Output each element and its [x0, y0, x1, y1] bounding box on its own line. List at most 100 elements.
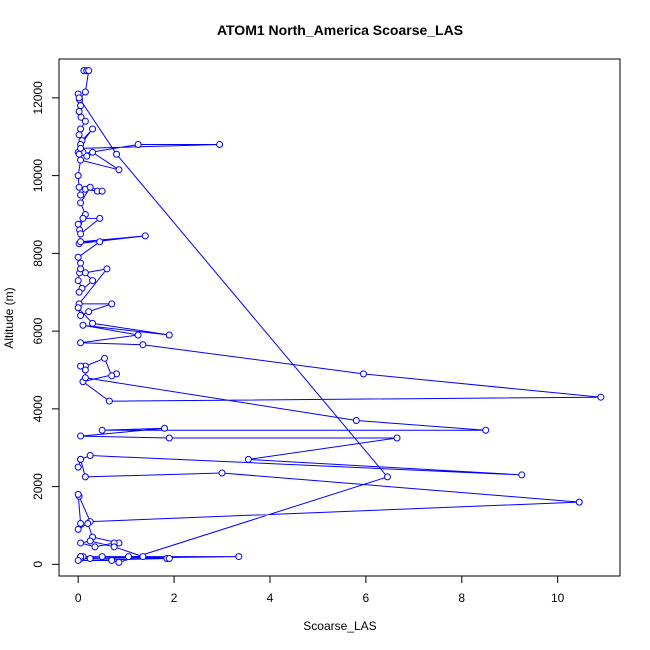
- data-point: [74, 253, 82, 261]
- data-point: [165, 434, 173, 442]
- data-point: [77, 362, 85, 370]
- data-point: [75, 107, 83, 115]
- y-tick-label: 6000: [31, 317, 45, 344]
- data-point: [74, 525, 82, 533]
- data-point: [77, 199, 85, 207]
- data-point: [89, 148, 97, 156]
- data-point: [96, 214, 104, 222]
- data-point: [108, 556, 116, 564]
- data-point: [115, 166, 123, 174]
- x-tick-label: 4: [267, 591, 274, 605]
- data-point: [165, 331, 173, 339]
- y-tick-label: 12000: [31, 81, 45, 115]
- data-point: [86, 537, 94, 545]
- data-point: [75, 150, 83, 158]
- data-point: [244, 455, 252, 463]
- data-point: [77, 156, 85, 164]
- data-point: [383, 473, 391, 481]
- data-point: [218, 469, 226, 477]
- data-point: [77, 259, 85, 267]
- data-point: [81, 269, 89, 277]
- data-point: [84, 520, 92, 528]
- data-point: [77, 230, 85, 238]
- data-point: [86, 555, 94, 563]
- data-point: [216, 141, 224, 149]
- data-point: [75, 94, 83, 102]
- data-point: [75, 131, 83, 139]
- data-point: [125, 553, 133, 561]
- data-point: [77, 238, 85, 246]
- data-point: [98, 187, 106, 195]
- data-point: [160, 424, 168, 432]
- series-line: [77, 70, 601, 563]
- y-tick-label: 8000: [31, 240, 45, 267]
- y-tick-label: 4000: [31, 395, 45, 422]
- data-point: [597, 393, 605, 401]
- data-point: [115, 558, 123, 566]
- data-point: [101, 354, 109, 362]
- data-point: [74, 490, 82, 498]
- y-axis-label: Altitude (m): [2, 287, 16, 348]
- data-point: [575, 498, 583, 506]
- data-point: [393, 434, 401, 442]
- data-point: [77, 520, 85, 528]
- x-tick-label: 0: [75, 591, 82, 605]
- data-point: [77, 339, 85, 347]
- data-point: [359, 370, 367, 378]
- data-point: [86, 451, 94, 459]
- data-point: [81, 88, 89, 96]
- x-tick-label: 10: [551, 591, 565, 605]
- data-point: [75, 288, 83, 296]
- x-tick-label: 6: [363, 591, 370, 605]
- data-point: [74, 220, 82, 228]
- data-point: [81, 366, 89, 374]
- data-point: [165, 555, 173, 563]
- data-point: [139, 553, 147, 561]
- data-point: [108, 372, 116, 380]
- data-point: [89, 277, 97, 285]
- data-point: [113, 150, 121, 158]
- data-point: [105, 397, 113, 405]
- data-point: [98, 553, 106, 561]
- data-point: [139, 341, 147, 349]
- data-point: [89, 125, 97, 133]
- data-point: [77, 125, 85, 133]
- data-point: [134, 141, 142, 149]
- data-point: [81, 117, 89, 125]
- data-point: [103, 265, 111, 273]
- data-point: [235, 553, 243, 561]
- chart-title: ATOM1 North_America Scoarse_LAS: [217, 22, 463, 38]
- data-point: [75, 183, 83, 191]
- x-tick-label: 2: [171, 591, 178, 605]
- data-point: [85, 67, 93, 75]
- data-point: [91, 543, 99, 551]
- x-tick-label: 8: [458, 591, 465, 605]
- data-point: [77, 432, 85, 440]
- data-point: [83, 152, 91, 160]
- data-point: [77, 455, 85, 463]
- data-point: [89, 319, 97, 327]
- data-point: [79, 214, 87, 222]
- data-point: [518, 471, 526, 479]
- data-point: [98, 426, 106, 434]
- y-axis: 0 2000 4000 6000 8000 10000 12000: [31, 81, 60, 568]
- data-point: [482, 426, 490, 434]
- data-point: [77, 312, 85, 320]
- series-layer: [74, 67, 605, 566]
- data-point: [74, 556, 82, 564]
- data-point: [141, 232, 149, 240]
- data-point: [74, 304, 82, 312]
- data-point: [96, 238, 104, 246]
- data-point: [77, 102, 85, 110]
- data-point: [77, 265, 85, 273]
- data-point: [77, 144, 85, 152]
- data-point: [74, 277, 82, 285]
- data-point: [79, 321, 87, 329]
- y-tick-label: 0: [31, 561, 45, 568]
- data-point: [134, 331, 142, 339]
- data-point: [74, 463, 82, 471]
- data-point: [77, 113, 85, 121]
- data-point: [81, 473, 89, 481]
- data-point: [77, 191, 85, 199]
